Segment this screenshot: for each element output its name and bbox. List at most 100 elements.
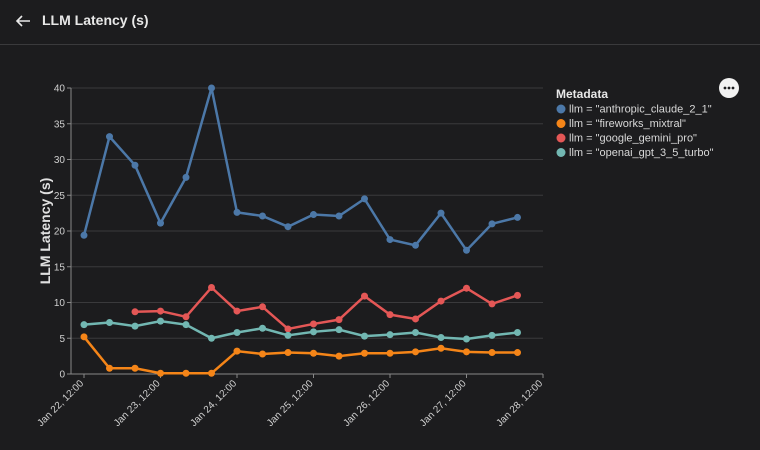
legend-label: llm = "fireworks_mixtral" (569, 118, 686, 130)
y-tick-label: 30 (54, 155, 66, 166)
data-point (335, 316, 343, 324)
data-point (208, 334, 215, 342)
data-point (361, 332, 368, 340)
y-tick-label: 15 (54, 262, 66, 273)
data-point (157, 307, 164, 315)
data-point (335, 212, 343, 220)
data-point (514, 349, 521, 357)
data-point (182, 369, 190, 377)
y-tick-label: 0 (59, 370, 65, 381)
data-point (437, 344, 445, 352)
data-point (233, 307, 241, 315)
data-point (514, 213, 521, 221)
data-point (361, 292, 368, 300)
data-point (412, 241, 419, 249)
data-point (386, 349, 394, 357)
more-button[interactable] (719, 78, 739, 98)
x-tick-label: Jan 26, 12:00 (341, 378, 392, 429)
page-title: LLM Latency (s) (42, 12, 149, 28)
x-tick-label: Jan 23, 12:00 (112, 378, 163, 429)
data-point (310, 320, 317, 328)
legend-label: llm = "anthropic_claude_2_1" (569, 104, 712, 116)
series-line (83, 319, 518, 341)
data-point (386, 331, 394, 339)
data-point (412, 329, 419, 337)
data-point (131, 308, 139, 316)
data-point (259, 324, 266, 332)
data-point (259, 350, 266, 358)
data-point (208, 283, 215, 291)
data-point (488, 300, 496, 308)
x-tick-label: Jan 27, 12:00 (418, 378, 469, 429)
data-point (514, 329, 521, 337)
data-point (157, 317, 164, 325)
x-tick-label: Jan 24, 12:00 (188, 378, 239, 429)
x-tick-label: Jan 28, 12:00 (494, 378, 545, 429)
data-point (386, 236, 394, 244)
x-tick-label: Jan 25, 12:00 (265, 378, 316, 429)
legend-swatch (556, 119, 566, 128)
data-point (463, 348, 470, 356)
data-point (412, 315, 419, 323)
data-point (310, 328, 317, 336)
data-point (412, 348, 419, 356)
data-point (284, 349, 292, 357)
legend-label: llm = "openai_gpt_3_5_turbo" (569, 147, 714, 159)
legend-swatch (556, 148, 566, 157)
data-point (361, 349, 368, 357)
data-point (131, 161, 139, 169)
data-point (233, 329, 241, 337)
series-line (134, 285, 518, 331)
legend-swatch (556, 133, 566, 143)
data-point (259, 303, 266, 311)
data-point (514, 291, 521, 299)
data-point (106, 364, 113, 372)
y-tick-label: 25 (54, 191, 66, 202)
data-point (80, 321, 88, 329)
data-point (488, 331, 496, 339)
data-point (310, 211, 317, 219)
y-tick-label: 10 (54, 298, 66, 309)
data-point (80, 231, 88, 239)
data-point (182, 313, 190, 321)
data-point (233, 347, 241, 355)
legend-title: Metadata (556, 87, 608, 101)
data-point (463, 335, 470, 343)
data-point (284, 223, 292, 231)
data-point (182, 173, 190, 181)
y-tick-label: 40 (54, 84, 66, 95)
series-line (83, 336, 518, 375)
back-button[interactable] (14, 12, 32, 30)
data-point (157, 369, 164, 377)
data-point (488, 220, 496, 228)
data-point (182, 321, 190, 329)
data-point (335, 326, 343, 334)
data-point (386, 311, 394, 319)
data-point (361, 195, 368, 203)
data-point (131, 364, 139, 372)
data-point (463, 284, 470, 292)
data-point (157, 219, 164, 227)
data-point (106, 319, 113, 327)
data-point (284, 325, 292, 333)
data-point (463, 246, 470, 254)
data-point (437, 209, 445, 217)
x-tick-label: Jan 22, 12:00 (35, 378, 86, 429)
data-point (80, 333, 88, 341)
data-point (335, 352, 343, 360)
data-point (259, 212, 266, 220)
series-line (82, 87, 518, 253)
legend-swatch (556, 104, 566, 114)
data-point (437, 297, 445, 305)
y-tick-label: 35 (54, 119, 66, 130)
data-point (284, 331, 292, 339)
legend-label: llm = "google_gemini_pro" (569, 133, 697, 145)
data-point (106, 133, 113, 141)
data-point (131, 322, 139, 330)
data-point (488, 349, 496, 357)
data-point (208, 369, 215, 377)
y-tick-label: 5 (59, 334, 65, 345)
chart: 0 5 10 15 20 25 30 35 40 Jan 22, 12:00 Jan 23, 12:… (35, 78, 739, 429)
y-axis-label: LLM Latency (s) (37, 178, 53, 285)
